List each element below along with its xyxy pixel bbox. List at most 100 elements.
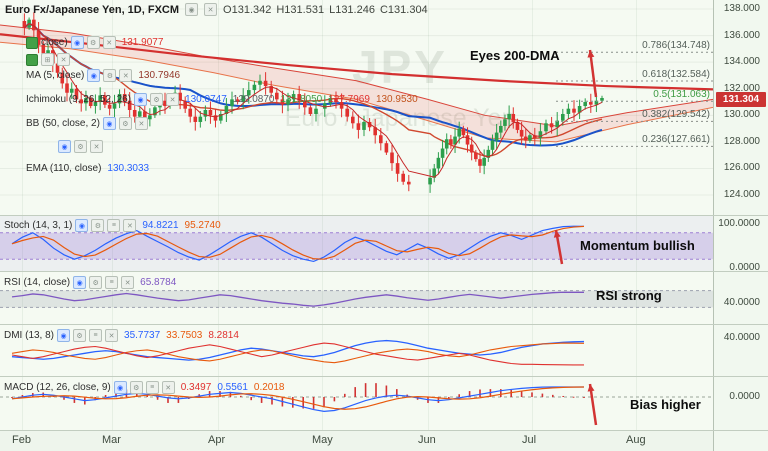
fib-level-label: 0.382(129.542) (642, 109, 710, 121)
rsi-legend-row: RSI (14, close) ◉ ⚙ ≡ ✕ 65.8784 (4, 276, 176, 289)
eye-icon[interactable]: ◉ (57, 329, 71, 342)
fib-level-label: 0.618(132.584) (642, 68, 710, 80)
close-icon[interactable]: ✕ (102, 36, 116, 49)
fib-level-label: 0.786(134.748) (642, 40, 710, 52)
indicator-value: 95.2740 (184, 220, 221, 231)
gear-icon[interactable]: ⚙ (118, 117, 132, 130)
indicator-value: 131.9077 (121, 37, 164, 48)
time-axis-label[interactable]: May (312, 434, 333, 446)
close-icon[interactable]: ✕ (57, 53, 70, 66)
eye-icon[interactable]: ◉ (185, 3, 199, 16)
eye-icon[interactable]: ◉ (73, 276, 87, 289)
indicator-scale-label: 40.0000 (723, 332, 760, 343)
price-scale[interactable] (713, 0, 768, 451)
indicator-value: 0.2018 (253, 382, 285, 393)
price-scale-label: 134.000 (723, 56, 760, 68)
eye-icon[interactable]: ◉ (102, 117, 116, 130)
main-legend-row: MA (5, close) ◉ ⚙ ✕ 130.7946 (26, 69, 180, 82)
indicator-value: 130.7946 (138, 70, 181, 81)
ohlc-value: H131.531 (276, 3, 325, 16)
pane-separator[interactable] (0, 215, 768, 216)
time-axis-label[interactable]: Jul (522, 434, 537, 446)
main-legend-row: Ichimoku (9, 26, 52, 26) ◉ ⚙ ✕ 130.0747 129.0… (26, 93, 418, 106)
ohlc-value: O131.342 (223, 3, 272, 16)
dmi-pane[interactable] (0, 325, 713, 376)
indicator-label: MACD (12, 26, close, 9) (4, 382, 111, 393)
time-axis-label[interactable]: Jun (418, 434, 436, 446)
close-icon[interactable]: ✕ (123, 219, 137, 232)
price-scale-label: 124.000 (723, 189, 760, 201)
pane-separator[interactable] (0, 430, 768, 431)
list-icon[interactable]: ≡ (105, 276, 119, 289)
price-scale-label: 138.000 (723, 3, 760, 15)
indicator-scale-label: 100.0000 (718, 218, 760, 229)
indicator-value: 130.3033 (107, 163, 150, 174)
list-icon[interactable]: ≡ (89, 329, 103, 342)
indicator-value: 35.7737 (124, 330, 161, 341)
eye-icon[interactable]: ◉ (58, 140, 71, 153)
gear-icon[interactable]: ⚙ (89, 276, 103, 289)
indicator-label: RSI (14, close) (4, 277, 71, 288)
main-legend-row: BB (50, close, 2) ◉ ⚙ ✕ (26, 117, 148, 130)
gear-icon[interactable]: ⚙ (103, 69, 117, 82)
list-icon[interactable]: ≡ (107, 219, 121, 232)
ohlc-value: L131.246 (329, 3, 375, 16)
eye-icon[interactable]: ◉ (75, 219, 89, 232)
close-icon[interactable]: ✕ (204, 3, 218, 16)
main-legend-row: ◉ ⚙ ✕ (58, 140, 103, 153)
indicator-scale-label: 40.0000 (723, 297, 760, 308)
legend-color-chip[interactable] (26, 53, 38, 66)
price-scale-label: 130.000 (723, 109, 760, 121)
ohlc-value: C131.304 (379, 3, 428, 16)
pane-separator[interactable] (0, 376, 768, 377)
rsi-pane[interactable] (0, 272, 713, 324)
grid-icon[interactable]: ⊞ (41, 53, 54, 66)
price-scale-label: 128.000 (723, 135, 760, 147)
close-icon[interactable]: ✕ (121, 276, 135, 289)
gear-icon[interactable]: ⚙ (73, 329, 87, 342)
stochastic-pane[interactable] (0, 216, 713, 271)
gear-icon[interactable]: ⚙ (91, 219, 105, 232)
gear-icon[interactable]: ⚙ (150, 93, 164, 106)
current-price-badge: 131.304 (716, 92, 766, 107)
time-axis-label[interactable]: Apr (208, 434, 226, 446)
eye-icon[interactable]: ◉ (70, 36, 84, 49)
price-scale-label: 126.000 (723, 162, 760, 174)
chart-header: Euro Fx/Japanese Yen, 1D, FXCM ◉ ✕ O131.… (5, 3, 433, 16)
time-axis-label[interactable]: Feb (12, 434, 31, 446)
pane-separator[interactable] (0, 324, 768, 325)
indicator-label: EMA (110, close) (26, 163, 102, 174)
eye-icon[interactable]: ◉ (113, 381, 127, 394)
close-icon[interactable]: ✕ (134, 117, 148, 130)
eye-icon[interactable]: ◉ (87, 69, 101, 82)
indicator-value: 130.0747 (185, 94, 227, 105)
annotation-momentum-bullish: Momentum bullish (580, 238, 695, 253)
gear-icon[interactable]: ⚙ (129, 381, 143, 394)
indicator-label: MA (5, close) (26, 70, 85, 81)
time-axis-label[interactable]: Mar (102, 434, 121, 446)
main-legend-row: close) ◉ ⚙ ✕ 131.9077 (26, 36, 163, 49)
time-axis-label[interactable]: Aug (626, 434, 646, 446)
eye-icon[interactable]: ◉ (134, 93, 148, 106)
gear-icon[interactable]: ⚙ (74, 140, 87, 153)
close-icon[interactable]: ✕ (161, 381, 175, 394)
time-axis[interactable] (0, 431, 768, 451)
gear-icon[interactable]: ⚙ (86, 36, 100, 49)
main-price-pane[interactable] (0, 0, 713, 215)
fib-level-label: 0.236(127.661) (642, 134, 710, 146)
indicator-value: 130.9530 (375, 94, 418, 105)
indicator-value: 33.7503 (166, 330, 203, 341)
close-icon[interactable]: ✕ (166, 93, 180, 106)
list-icon[interactable]: ≡ (145, 381, 159, 394)
close-icon[interactable]: ✕ (119, 69, 133, 82)
indicator-label: Stoch (14, 3, 1) (4, 220, 73, 231)
legend-color-chip[interactable] (26, 36, 38, 49)
indicator-value: 0.5561 (217, 382, 248, 393)
close-icon[interactable]: ✕ (105, 329, 119, 342)
indicator-value: 94.8221 (142, 220, 179, 231)
stoch-legend-row: Stoch (14, 3, 1) ◉ ⚙ ≡ ✕ 94.8221 95.2740 (4, 219, 221, 232)
close-icon[interactable]: ✕ (90, 140, 103, 153)
pane-separator[interactable] (0, 271, 768, 272)
ohlc-values: O131.342 H131.531 L131.246 C131.304 (223, 4, 433, 16)
